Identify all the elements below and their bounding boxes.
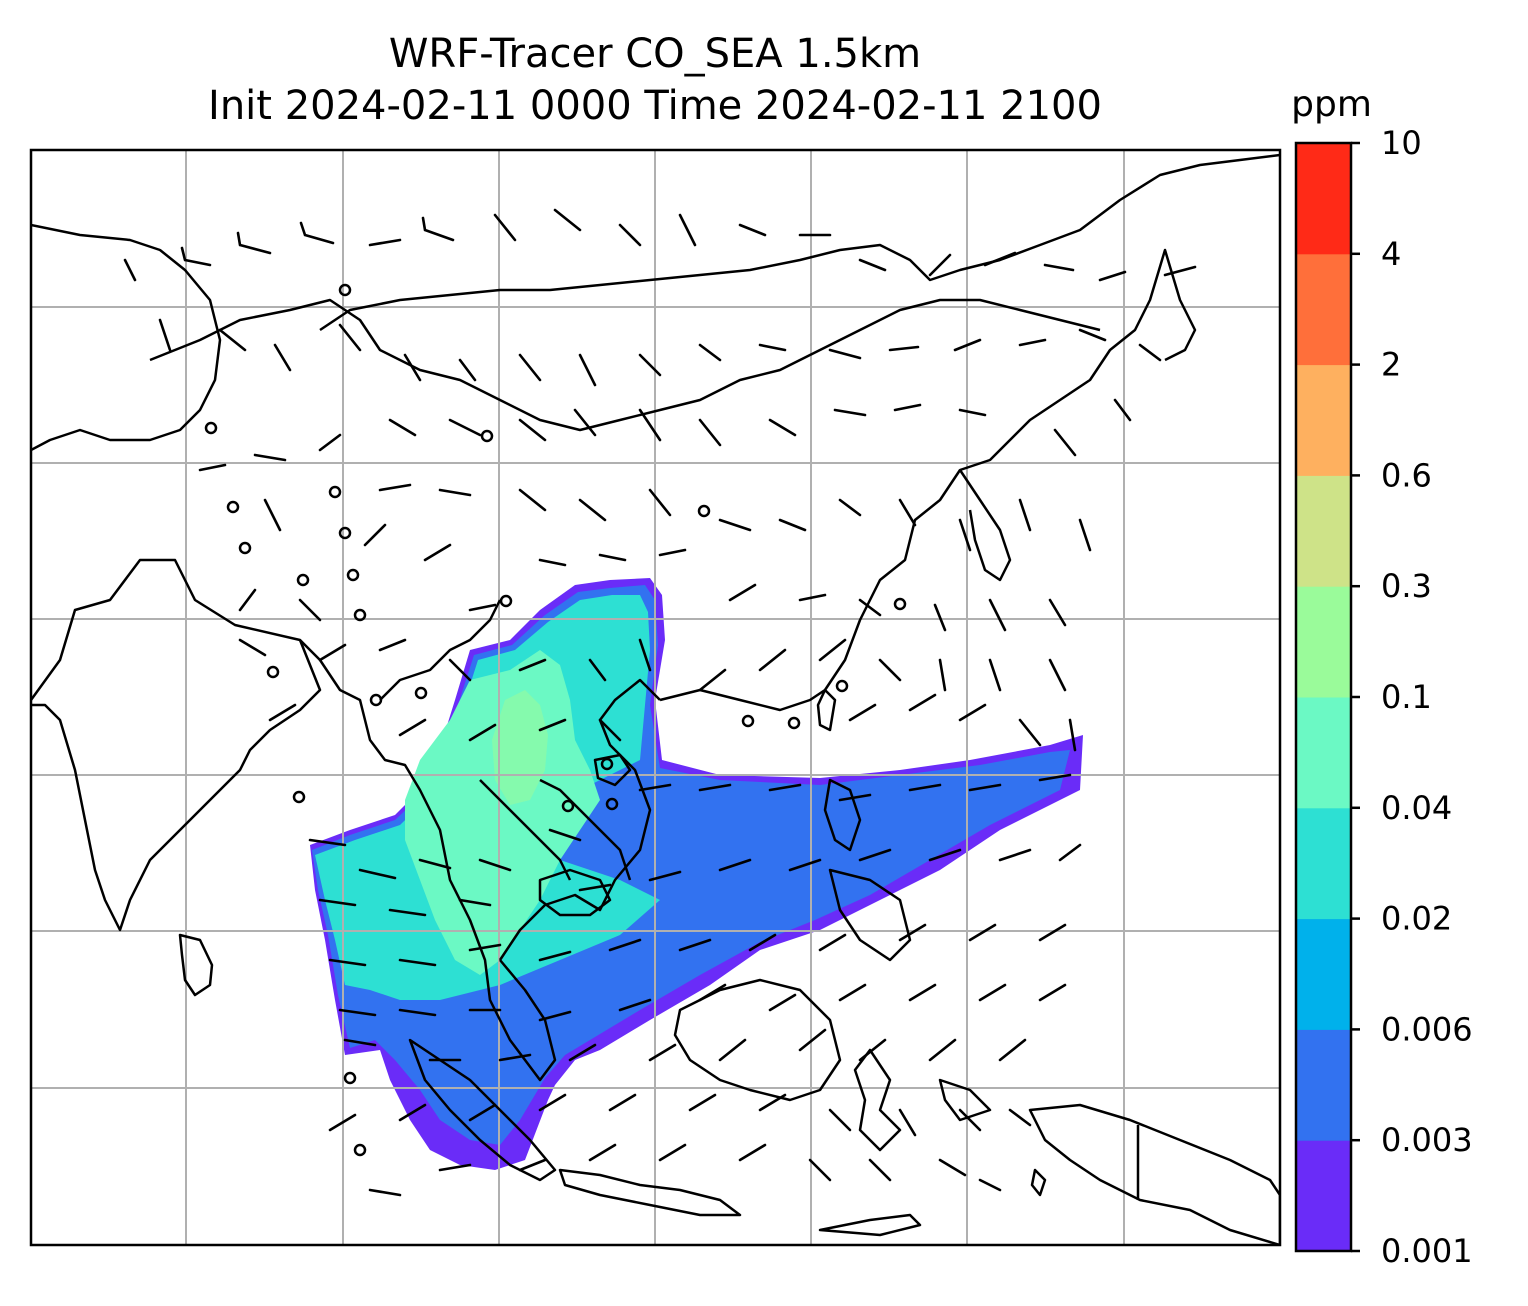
- map-title: WRF-Tracer CO_SEA 1.5km Init 2024-02-11 …: [30, 28, 1280, 132]
- philippines-luzon: [823, 778, 862, 852]
- coastlines: [31, 153, 1280, 1245]
- wind-barbs: [123, 208, 1197, 1197]
- title-line-2: Init 2024-02-11 0000 Time 2024-02-11 210…: [208, 83, 1102, 129]
- colorbar-unit: ppm: [1291, 84, 1372, 125]
- plume-level-0.1: [492, 690, 548, 805]
- himalaya-border: [149, 298, 1101, 432]
- colorbar-tick-label: 0.006: [1381, 1010, 1473, 1048]
- cambodia-outline: [538, 868, 612, 917]
- sulawesi: [853, 1048, 902, 1152]
- india-coast: [31, 558, 322, 932]
- sumatra: [408, 1038, 557, 1182]
- calm-wind-markers: [204, 283, 907, 1157]
- china-coast: [659, 248, 1197, 712]
- colorbar-tick-label: 0.02: [1381, 900, 1452, 938]
- java: [558, 1168, 742, 1217]
- colorbar-segment: [1296, 1140, 1351, 1252]
- sea-islands-east: [938, 1078, 1047, 1197]
- colorbar-segment: [1296, 697, 1351, 809]
- borneo: [673, 978, 842, 1102]
- thailand-border: [479, 779, 572, 881]
- colorbar-tick-label: 0.003: [1381, 1121, 1473, 1159]
- colorbar-tick-label: 0.6: [1381, 456, 1432, 494]
- graticule: [31, 150, 1280, 1245]
- colorbar-tick-label: 0.1: [1381, 678, 1432, 716]
- map-frame: [29, 148, 1282, 1247]
- myanmar-border: [379, 599, 502, 701]
- colorbar-segment: [1296, 1029, 1351, 1141]
- colorbar-segment: [1296, 807, 1351, 920]
- colorbar-segment: [1296, 364, 1351, 476]
- colorbar-segment: [1296, 253, 1351, 366]
- new-guinea: [1028, 1103, 1280, 1245]
- bangladesh-myanmar-coast: [299, 639, 557, 1082]
- hainan: [593, 753, 632, 787]
- indochina-coast: [498, 678, 661, 961]
- china-west-border: [31, 223, 222, 452]
- colorbar-tick-label: 0.001: [1381, 1232, 1473, 1270]
- northern-border: [319, 153, 1280, 332]
- colorbar-tick-label: 0.3: [1381, 567, 1432, 605]
- vietnam-laos-border: [539, 778, 632, 881]
- colorbar-segment: [1296, 475, 1351, 587]
- taiwan: [816, 688, 837, 732]
- colorbar-tick-label: 2: [1381, 346, 1401, 384]
- colorbar-tick-label: 10: [1381, 124, 1422, 162]
- plume-level-0.04: [405, 650, 600, 975]
- title-line-1: WRF-Tracer CO_SEA 1.5km: [388, 31, 922, 77]
- colorbar-segment: [1296, 586, 1351, 698]
- colorbar-tick-label: 4: [1381, 235, 1401, 273]
- tracer-plume: [310, 578, 1083, 1170]
- colorbar-segment: [1296, 143, 1351, 255]
- korea-peninsula: [958, 469, 1012, 582]
- philippines-south: [828, 868, 912, 962]
- sri-lanka: [178, 933, 214, 997]
- timor: [818, 1213, 922, 1237]
- colorbar-tick-label: 0.04: [1381, 789, 1452, 827]
- colorbar-segment: [1296, 918, 1351, 1030]
